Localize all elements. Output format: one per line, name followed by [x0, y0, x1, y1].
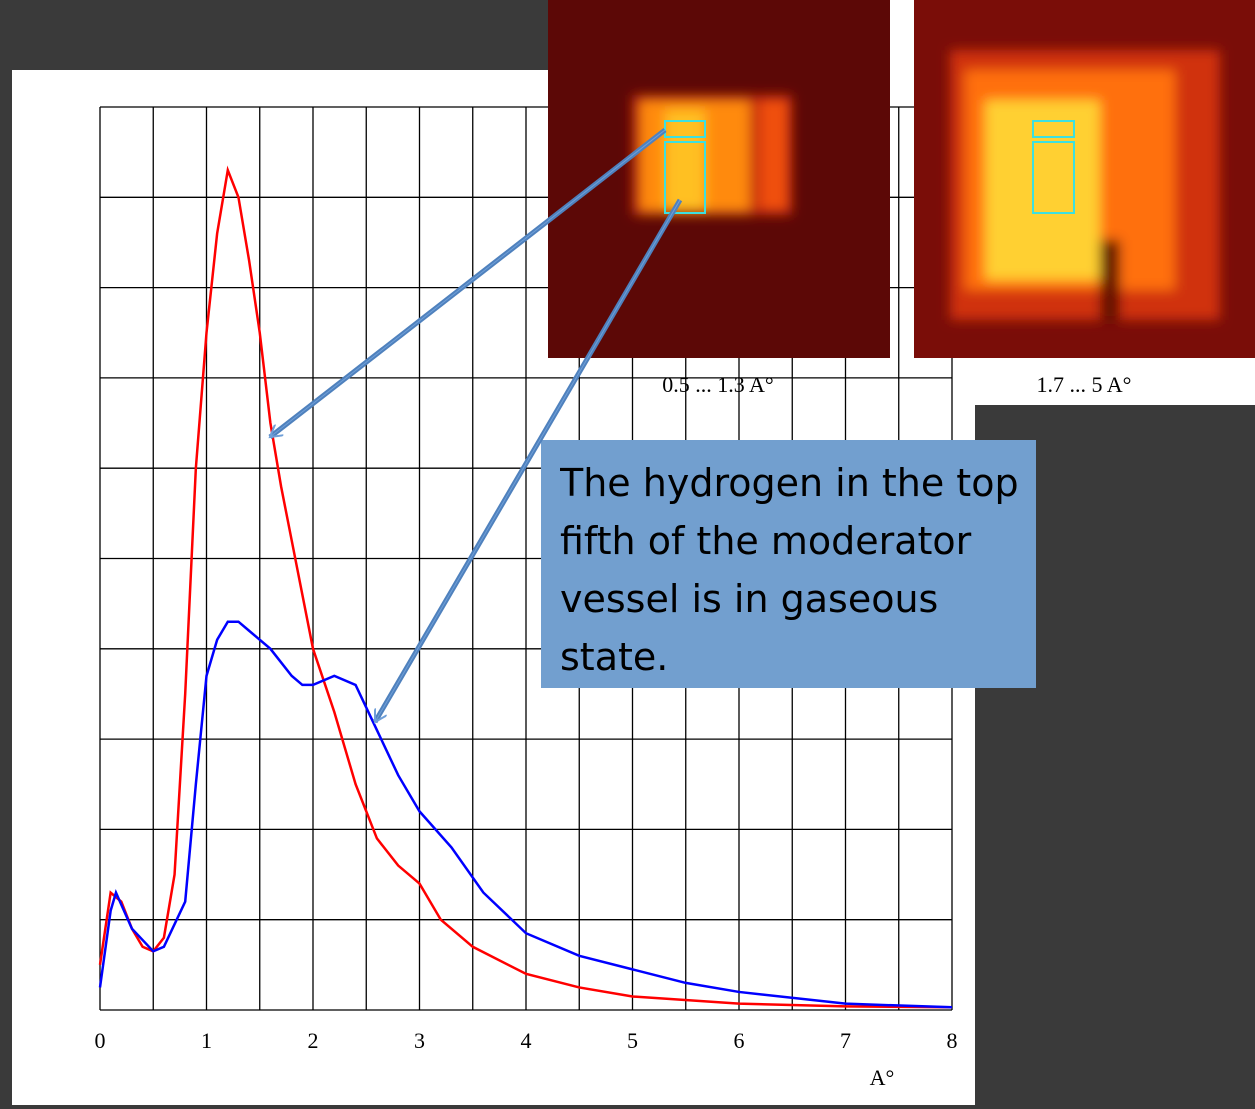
x-tick-label: 5: [627, 1028, 638, 1053]
image-caption: 1.7 ... 5 A°: [1037, 372, 1132, 397]
callout: The hydrogen in the top fifth of the mod…: [560, 461, 1019, 679]
x-tick-label: 4: [521, 1028, 532, 1053]
line: [98, 620, 953, 1009]
x-tick-label: 8: [947, 1028, 958, 1053]
x-tick-label: 7: [840, 1028, 851, 1053]
x-tick-label: 1: [201, 1028, 212, 1053]
callout-box: [541, 440, 1036, 688]
x-tick-label: 2: [308, 1028, 319, 1053]
line: [98, 165, 953, 1009]
heatmap-left: [548, 0, 890, 358]
image-caption: 0.5 ... 1.3 A°: [662, 372, 773, 397]
x-tick-label: 6: [734, 1028, 745, 1053]
heatmap-right: [914, 0, 1255, 358]
arrow-head: [375, 199, 681, 722]
x-tick-label: 0: [95, 1028, 106, 1053]
callout-text: The hydrogen in the top fifth of the mod…: [560, 461, 1019, 679]
x-axis-label: A°: [870, 1065, 895, 1090]
x-tick-label: 3: [414, 1028, 425, 1053]
arrow-head: [270, 129, 666, 437]
